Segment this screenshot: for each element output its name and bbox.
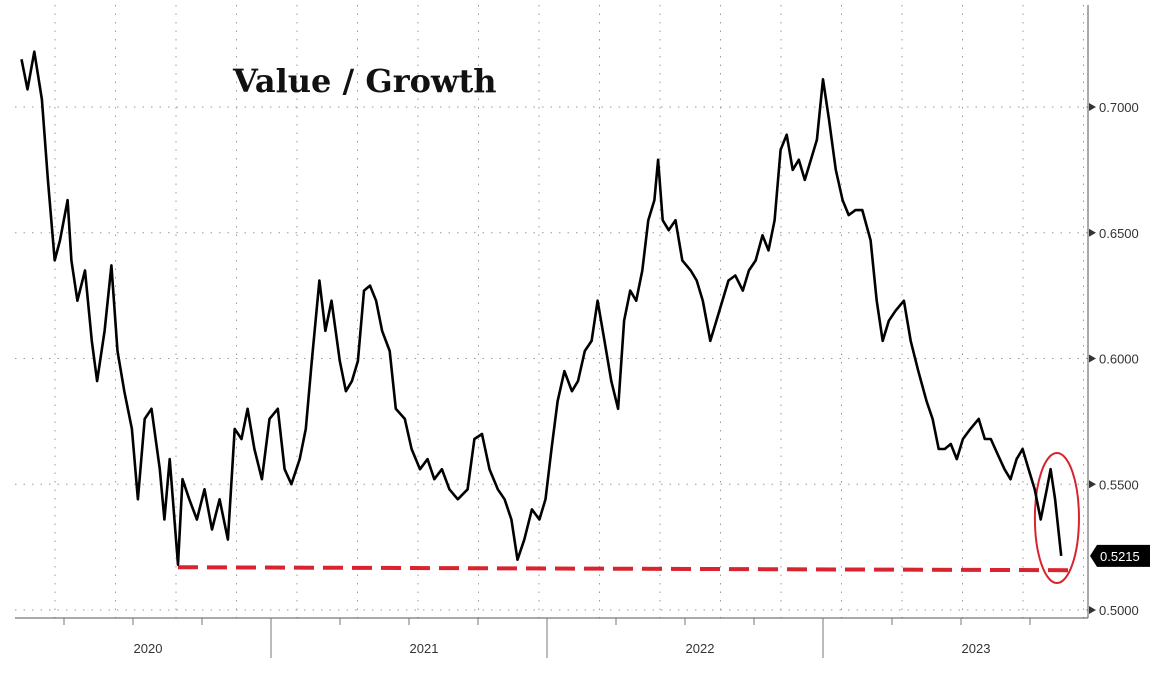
last-value-label: 0.5215 — [1100, 549, 1140, 564]
y-tick-arrow — [1089, 606, 1096, 614]
y-axis-ticks: 0.5000 0.5500 0.6000 0.6500 0.7000 — [1089, 100, 1139, 618]
y-tick-arrow — [1089, 228, 1096, 237]
last-value-badge — [1090, 544, 1150, 567]
gridlines — [15, 5, 1088, 618]
last-value-marker: 0.5215 — [1090, 544, 1150, 567]
axes — [15, 5, 1089, 619]
y-tick-label: 0.6000 — [1099, 352, 1139, 367]
y-tick-label: 0.5500 — [1099, 477, 1139, 492]
annotations — [177, 452, 1080, 584]
x-tick-label: 2021 — [410, 641, 439, 656]
y-tick-label: 0.7000 — [1099, 100, 1139, 115]
x-tick-label: 2022 — [686, 641, 715, 656]
y-tick-arrow — [1089, 480, 1096, 489]
y-tick-label: 0.5000 — [1099, 603, 1139, 618]
highlight-ellipse — [1033, 452, 1080, 584]
chart-title: Value / Growth — [232, 62, 497, 100]
y-tick-arrow — [1089, 103, 1096, 111]
x-tick-label: 2020 — [134, 641, 163, 656]
support-dashed-line — [177, 565, 1074, 573]
y-tick-label: 0.6500 — [1099, 226, 1139, 241]
x-tick-label: 2023 — [962, 641, 991, 656]
series — [20, 50, 1063, 567]
value-growth-line — [20, 50, 1063, 567]
x-axis-ticks: 2020 2021 2022 2023 — [63, 618, 1031, 658]
y-tick-arrow — [1089, 354, 1096, 363]
